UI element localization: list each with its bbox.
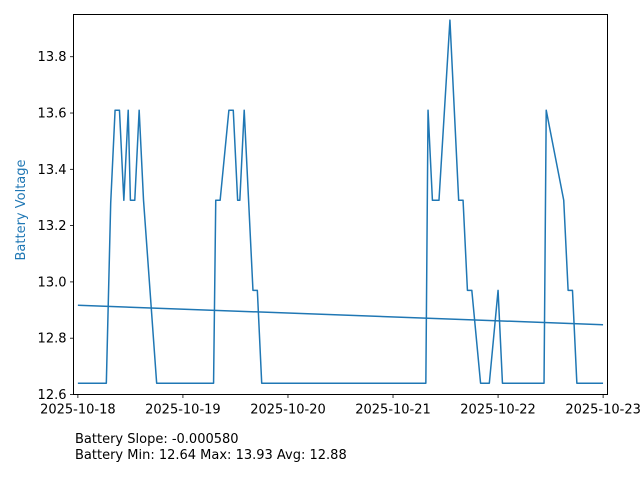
y-tick-label: 13.4 [38,163,67,178]
y-axis: 12.6 12.8 13.0 13.2 13.4 13.6 13.8 [38,50,74,403]
axes-frame [73,14,608,395]
y-tick-label: 13.2 [38,219,67,234]
y-axis-label: Battery Voltage [14,159,29,260]
x-tick-label: 2025-10-19 [145,403,221,418]
battery-slope-text: Battery Slope: -0.000580 [75,432,239,447]
y-tick-label: 13.6 [38,107,67,122]
x-tick-label: 2025-10-18 [40,403,116,418]
y-tick-label: 12.6 [38,388,67,403]
x-axis: 2025-10-18 2025-10-19 2025-10-20 2025-10-21… [40,394,640,418]
battery-voltage-line [77,19,604,384]
x-tick-label: 2025-10-23 [565,403,640,418]
plot-lines [77,19,604,384]
x-tick-label: 2025-10-21 [355,403,431,418]
x-tick-label: 2025-10-20 [250,403,326,418]
y-tick-label: 12.8 [38,332,67,347]
y-tick-label: 13.0 [38,275,67,290]
trend-line [77,304,604,326]
y-tick-label: 13.8 [38,50,67,65]
x-tick-label: 2025-10-22 [460,403,536,418]
battery-min-max-avg-text: Battery Min: 12.64 Max: 13.93 Avg: 12.88 [75,448,347,463]
